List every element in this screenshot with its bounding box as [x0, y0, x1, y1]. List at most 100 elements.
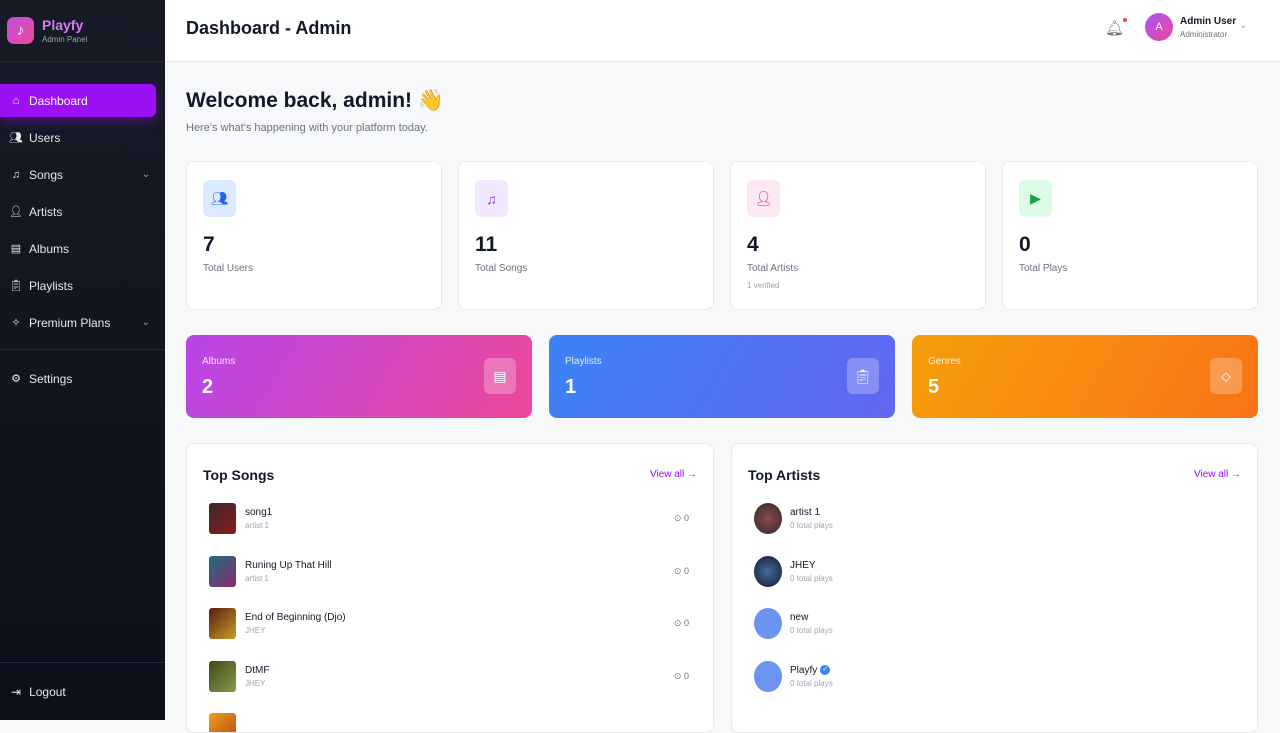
song-title: Runing Up That Hill — [245, 559, 332, 571]
music-icon: ♫ — [11, 168, 21, 181]
users-icon: 👥︎ — [9, 132, 23, 144]
sidebar: ♪ Playfy Admin Panel ⌂ Dashboard 👥︎ Users ♫ S… — [0, 0, 165, 720]
summary-value: 1 — [565, 376, 577, 398]
stat-card: 👥︎ 7 Total Users — [186, 161, 442, 310]
stat-card: 👤︎ 4 Total Artists 1 verified — [730, 161, 986, 310]
summary-label: Albums — [202, 356, 236, 367]
song-list-item[interactable]: End of Beginning (Djo) JHEY ⊙ 0 — [209, 608, 697, 642]
song-title: song1 — [245, 507, 273, 518]
user-name[interactable]: Admin User — [1180, 16, 1237, 27]
song-title: DtMF — [245, 664, 270, 676]
users-icon: 👥︎ — [203, 180, 236, 217]
summary-card-playlists: Playlists 1 📋︎ — [549, 335, 895, 418]
summary-label: Genres — [928, 356, 961, 367]
song-list-item[interactable]: song1 artist 1 ⊙ 0 — [209, 503, 697, 537]
music-icon: ♫ — [475, 180, 508, 217]
play-count: ⊙ 0 — [674, 566, 689, 577]
song-list-item[interactable]: DtMF JHEY ⊙ 0 — [209, 660, 697, 695]
sidebar-item-albums[interactable]: ▤ Albums — [0, 232, 156, 265]
play-icon: ⊙ — [673, 513, 682, 523]
chevron-down-icon[interactable]: ⌄ — [1239, 20, 1248, 31]
clipboard-icon: 📋︎ — [9, 280, 23, 292]
artist-name: artist 1 — [790, 507, 820, 518]
song-cover — [209, 608, 236, 639]
song-title: End of Beginning (Djo) — [245, 612, 346, 623]
song-artist: artist 1 — [245, 573, 270, 583]
song-artist: JHEY — [245, 626, 266, 635]
artist-name: JHEY — [790, 560, 816, 571]
artist-avatar — [754, 660, 782, 692]
sidebar-nav: ⌂ Dashboard 👥︎ Users ♫ Songs ⌄ 👤︎ Artists ▤ Albums… — [0, 84, 165, 399]
summary-card-genres: Genres 5 ⬦ — [912, 335, 1258, 418]
panel-title: Top Artists — [748, 467, 821, 483]
play-count: ⊙ 0 — [674, 618, 689, 629]
sidebar-item-settings[interactable]: ⚙ Settings — [0, 362, 156, 395]
welcome-title: Welcome back, admin! 👋 — [186, 89, 444, 112]
home-icon: ⌂ — [12, 94, 20, 107]
divider — [0, 349, 165, 350]
verified-icon: ✓ — [820, 664, 831, 675]
stat-card: ♫ 11 Total Songs — [458, 161, 714, 310]
user-icon: 👤︎ — [9, 206, 23, 218]
song-list-item[interactable]: Runing Up That Hill artist 1 ⊙ 0 — [209, 555, 697, 590]
stat-card: ▶ 0 Total Plays — [1002, 161, 1258, 310]
sidebar-item-songs[interactable]: ♫ Songs ⌄ — [0, 158, 156, 191]
play-icon: ⊙ — [673, 618, 682, 628]
artist-name: Playfy ✓ — [790, 664, 831, 676]
summary-card-albums: Albums 2 ▤ — [186, 335, 532, 418]
view-all-songs-link[interactable]: View all → — [649, 469, 697, 480]
top-songs-panel: Top Songs View all → song1 artist 1 ⊙ 0 Run… — [186, 443, 714, 733]
artist-list-item[interactable]: new 0 total plays — [754, 608, 1241, 642]
artist-list-item[interactable]: Playfy ✓ 0 total plays — [754, 660, 1241, 695]
summary-value: 2 — [202, 376, 214, 398]
chevron-down-icon: ⌄ — [141, 169, 150, 180]
artist-avatar — [754, 608, 782, 639]
panel-title: Top Songs — [203, 467, 275, 483]
user-icon: 👤︎ — [747, 180, 780, 217]
stat-value: 4 — [747, 233, 759, 256]
song-cover — [209, 713, 236, 732]
song-artist: JHEY — [245, 678, 266, 688]
brand-name: Playfy — [42, 17, 84, 33]
artist-name-text: Playfy — [790, 664, 818, 676]
page-title: Dashboard - Admin — [186, 18, 352, 38]
artist-list-item[interactable]: artist 1 0 total plays — [754, 503, 1241, 537]
stat-label: Total Plays — [1019, 263, 1068, 274]
artist-avatar — [754, 503, 782, 534]
stat-label: Total Songs — [475, 263, 528, 274]
bell-icon[interactable]: 🔔︎ — [1105, 18, 1128, 37]
song-list-item[interactable] — [209, 713, 697, 732]
avatar[interactable]: A — [1145, 13, 1173, 41]
notification-dot — [1123, 18, 1128, 22]
summary-value: 5 — [928, 376, 940, 398]
play-count-value: 0 — [683, 565, 689, 576]
sidebar-item-users[interactable]: 👥︎ Users — [0, 121, 156, 154]
header: Dashboard - Admin 🔔︎ A Admin User Admini… — [165, 0, 1280, 62]
clipboard-icon: 📋︎ — [847, 358, 879, 394]
artist-name-text: new — [790, 612, 809, 623]
logout-button[interactable]: ⇥ Logout — [0, 662, 165, 720]
song-artist: artist 1 — [245, 521, 270, 530]
play-count: ⊙ 0 — [674, 671, 689, 682]
sidebar-item-playlists[interactable]: 📋︎ Playlists — [0, 269, 156, 302]
artist-name-text: artist 1 — [790, 507, 821, 518]
sidebar-item-label: Albums — [29, 241, 70, 256]
artist-list-item[interactable]: JHEY 0 total plays — [754, 555, 1241, 590]
summary-label: Playlists — [565, 356, 602, 367]
play-icon: ▶ — [1019, 180, 1052, 217]
sidebar-item-label: Premium Plans — [29, 315, 111, 330]
artist-plays: 0 total plays — [790, 678, 833, 688]
user-role: Administrator — [1180, 30, 1228, 39]
artist-plays: 0 total plays — [790, 573, 833, 583]
sidebar-item-artists[interactable]: 👤︎ Artists — [0, 195, 156, 228]
stat-note: 1 verified — [747, 281, 780, 290]
sidebar-item-premium-plans[interactable]: ✧ Premium Plans ⌄ — [0, 306, 156, 339]
chevron-down-icon: ⌄ — [141, 317, 150, 328]
play-count: ⊙ 0 — [674, 513, 689, 524]
brand-subtitle: Admin Panel — [42, 35, 88, 44]
play-count-value: 0 — [683, 670, 689, 681]
view-all-artists-link[interactable]: View all → — [1193, 469, 1241, 480]
sidebar-item-dashboard[interactable]: ⌂ Dashboard — [0, 84, 156, 117]
stat-value: 0 — [1019, 233, 1031, 256]
artist-avatar — [754, 555, 782, 587]
